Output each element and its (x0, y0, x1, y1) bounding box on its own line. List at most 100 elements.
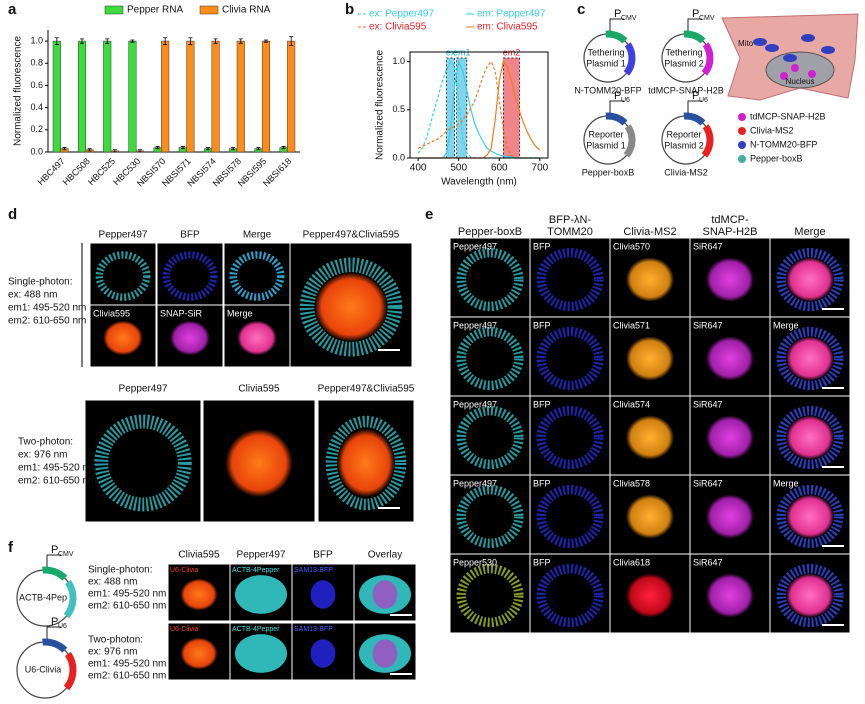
legend-label: ex: Pepper497 (369, 9, 434, 20)
cytoplasm-signal (234, 575, 288, 614)
image-label: ACTB-4Pepper (232, 567, 280, 574)
condition-text: em1: 495-520 nm (88, 659, 166, 670)
condition-text: Single-photon: (88, 565, 153, 576)
image-label: BFP (533, 320, 551, 330)
promoter (42, 638, 68, 653)
legend-label: Pepper-boxB (750, 153, 803, 163)
image-label: Pepper497 (453, 241, 497, 251)
image-label: SiR647 (693, 241, 723, 251)
promoter-label: P (51, 616, 58, 628)
x-tick-label: 500 (450, 163, 467, 174)
promoter-arrow (687, 100, 702, 113)
nucleus-signal (180, 578, 218, 611)
cytoplasm-signal (776, 405, 844, 470)
error-bar (54, 37, 59, 45)
x-tick-label: 400 (410, 163, 427, 174)
nucleus-signal (626, 257, 674, 302)
condition-text: em2: 610-650 nm (8, 316, 86, 327)
y-tick-label: 1.0 (30, 35, 43, 45)
image-label: SNAP-SiR (160, 308, 203, 318)
bar (236, 40, 245, 153)
cytoplasm-signal (456, 484, 524, 549)
bar (77, 40, 87, 153)
cytoplasm-signal (456, 326, 524, 391)
nucleus-signal (225, 428, 293, 498)
error-bar (62, 147, 67, 151)
gene (623, 124, 636, 158)
promoter-subscript: CMV (699, 15, 715, 22)
error-bar (163, 37, 168, 45)
bar (128, 40, 137, 153)
nuclear-protein (791, 64, 799, 72)
legend-label: tdMCP-SNAP-H2B (750, 111, 826, 121)
nucleus-signal (706, 494, 754, 539)
cytoplasm-signal (234, 634, 288, 673)
promoter-arrow (609, 18, 624, 31)
error-bar (281, 146, 286, 150)
cytoplasm-signal (776, 563, 844, 628)
promoter-subscript: CMV (58, 551, 74, 558)
column-header: SNAP-H2B (702, 226, 757, 238)
x-tick-label: 600 (491, 163, 508, 174)
error-bar (180, 146, 185, 150)
image-label: Clivia571 (613, 320, 650, 330)
column-header: Clivia-MS2 (623, 226, 676, 238)
image-label: BFP (533, 478, 551, 488)
condition-text: Two-photon: (18, 437, 73, 448)
cytoplasm-signal (162, 251, 218, 301)
promoter (605, 112, 628, 126)
promoter-arrow (46, 626, 61, 639)
legend-icon (738, 141, 746, 149)
bar (161, 40, 170, 153)
image-label: Clivia574 (613, 399, 650, 409)
legend-label: ex: Clivia595 (369, 22, 427, 33)
wavelength-band (456, 57, 468, 159)
plasmid-name: Reporter (666, 129, 701, 139)
condition-text: em1: 495-520 nm (18, 463, 96, 474)
legend-icon (738, 155, 746, 163)
error-bar (213, 38, 218, 44)
spectrum-line (417, 60, 540, 159)
nucleus-signal (170, 320, 210, 356)
error-bar (105, 38, 110, 44)
gene (701, 124, 714, 158)
column-header: Merge (794, 226, 825, 238)
nucleus-signal (310, 639, 336, 668)
plasmid-name: Plasmid 1 (586, 140, 626, 150)
legend-label: em: Clivia595 (477, 22, 538, 33)
cytoplasm-signal (536, 405, 604, 470)
promoter-arrow (46, 554, 61, 567)
column-header: BFP (180, 230, 200, 241)
nuclear-protein (780, 72, 788, 80)
nuclear-protein (808, 70, 816, 78)
error-bar (238, 38, 243, 44)
image-label: SAM13-BFP (294, 626, 333, 633)
cytoplasm-signal (456, 405, 524, 470)
image-label: U6-Clivia (170, 567, 199, 574)
cytoplasm-signal (536, 326, 604, 391)
condition-text: em2: 610-650 nm (88, 601, 166, 612)
y-axis-label: Normalized fluorescence (13, 36, 24, 146)
panel-letter: b (345, 1, 354, 18)
legend-label: em: Pepper497 (477, 9, 546, 20)
y-tick-label: 0.0 (30, 146, 43, 156)
column-header: Clivia595 (238, 384, 280, 395)
condition-text: Single-photon: (8, 277, 73, 288)
cytoplasm-signal (776, 326, 844, 391)
condition-text: em1: 495-520 nm (88, 589, 166, 600)
promoter-subscript: U6 (699, 97, 708, 104)
image-label: SiR647 (693, 320, 723, 330)
plot-frame (409, 51, 549, 159)
nucleus-signal (103, 320, 143, 356)
image-label: Pepper497 (453, 478, 497, 488)
promoter-label: P (51, 544, 58, 556)
nucleus-signal (372, 639, 398, 668)
error-bar (231, 147, 236, 151)
promoter-subscript: U6 (58, 623, 67, 630)
promoter-arrow (609, 100, 624, 113)
promoter-arrow (687, 18, 702, 31)
bar (186, 40, 195, 153)
nucleus-signal (786, 415, 834, 460)
error-bar (256, 147, 261, 151)
error-bar (206, 147, 211, 151)
